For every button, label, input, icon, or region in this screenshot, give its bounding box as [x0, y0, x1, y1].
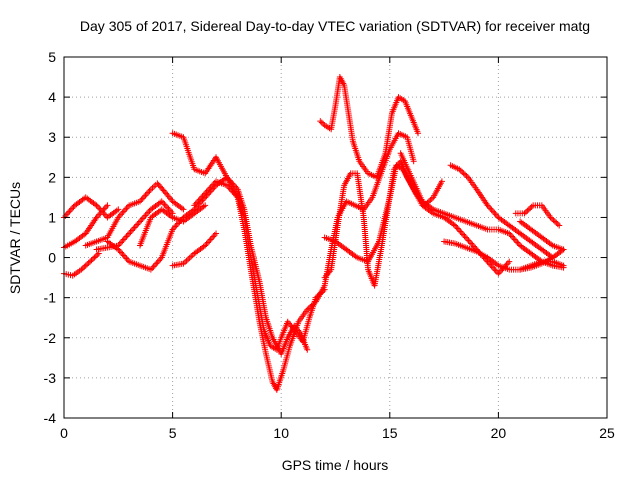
axis-ticks: 0 5 10 15 20 25 -4 -3 -2 -1 0 1 2 3 4 5: [44, 49, 615, 441]
x-tick-label: 25: [599, 425, 615, 441]
data-point-marker: [94, 251, 101, 258]
data-point-marker: [88, 257, 95, 264]
series-track-2: [61, 202, 111, 251]
x-tick-label: 5: [169, 425, 177, 441]
data-point-marker: [524, 207, 531, 214]
data-point-marker: [82, 262, 89, 269]
data-point-marker: [320, 120, 327, 127]
data-point-marker: [310, 301, 317, 308]
series-track-11: [191, 130, 417, 393]
data-point-marker: [560, 246, 567, 253]
data-point-marker: [115, 206, 122, 213]
data-point-marker: [202, 202, 209, 209]
x-tick-label: 20: [491, 425, 507, 441]
data-point-marker: [462, 171, 469, 178]
data-point-marker: [87, 258, 94, 265]
data-point-marker: [427, 197, 434, 204]
data-point-marker: [553, 219, 560, 226]
data-point-marker: [550, 217, 557, 224]
chart-title: Day 305 of 2017, Sidereal Day-to-day VTE…: [80, 18, 590, 34]
data-point-marker: [91, 254, 98, 261]
data-point-marker: [522, 209, 529, 216]
data-point-marker: [459, 168, 466, 175]
data-point-marker: [305, 305, 312, 312]
data-point-marker: [410, 158, 417, 165]
data-point-marker: [78, 266, 85, 273]
data-point-marker: [548, 215, 555, 222]
y-tick-label: -4: [44, 410, 57, 426]
data-point-marker: [428, 195, 435, 202]
data-point-marker: [180, 206, 187, 213]
data-point-marker: [528, 203, 535, 210]
plot-area: [61, 74, 567, 393]
data-point-marker: [456, 166, 463, 173]
data-point-marker: [551, 218, 558, 225]
series-track-7: [137, 202, 209, 249]
data-point-marker: [525, 206, 532, 213]
data-point-marker: [438, 178, 445, 185]
data-point-marker: [84, 261, 91, 268]
y-tick-label: 5: [48, 49, 56, 65]
x-axis-label: GPS time / hours: [282, 457, 389, 473]
y-tick-label: -3: [44, 370, 57, 386]
data-point-marker: [463, 172, 470, 179]
data-point-marker: [506, 258, 513, 265]
data-point-marker: [527, 205, 534, 212]
data-point-marker: [560, 262, 567, 269]
y-tick-label: -1: [44, 290, 57, 306]
y-axis-label: SDTVAR / TECUs: [7, 182, 23, 294]
plot-border: [63, 56, 608, 419]
data-point-marker: [554, 221, 561, 228]
series-track-19: [517, 218, 567, 253]
data-point-marker: [79, 265, 86, 272]
data-point-marker: [460, 170, 467, 177]
x-tick-label: 0: [60, 425, 68, 441]
y-tick-label: 0: [48, 250, 56, 266]
x-tick-label: 15: [382, 425, 398, 441]
data-point-marker: [318, 119, 325, 126]
series-track-10: [180, 174, 311, 357]
y-tick-label: -2: [44, 330, 57, 346]
data-point-marker: [308, 302, 315, 309]
data-point-marker: [457, 167, 464, 174]
series-track-3: [61, 250, 102, 279]
data-point-marker: [213, 230, 220, 237]
data-point-marker: [317, 118, 324, 125]
y-tick-label: 3: [48, 129, 56, 145]
series-track-20: [517, 258, 567, 273]
series-track-12: [317, 74, 422, 181]
data-point-marker: [304, 346, 311, 353]
data-point-marker: [104, 202, 111, 209]
y-tick-label: 2: [48, 169, 56, 185]
data-point-marker: [81, 263, 88, 270]
data-point-marker: [85, 259, 92, 266]
data-point-marker: [92, 253, 99, 260]
series-track-8: [169, 230, 220, 269]
series-track-4: [82, 180, 187, 249]
data-point-marker: [89, 255, 96, 262]
data-point-marker: [161, 188, 168, 195]
y-tick-label: 4: [48, 89, 56, 105]
data-point-marker: [304, 306, 311, 313]
y-tick-label: 1: [48, 209, 56, 225]
x-tick-label: 10: [273, 425, 289, 441]
data-point-marker: [521, 210, 528, 217]
data-point-marker: [307, 304, 314, 311]
data-point-marker: [556, 222, 563, 229]
series-track-18: [512, 202, 563, 229]
data-point-marker: [311, 300, 318, 307]
data-point-marker: [547, 214, 554, 221]
data-point-marker: [415, 130, 422, 137]
series-track-17: [447, 162, 556, 261]
